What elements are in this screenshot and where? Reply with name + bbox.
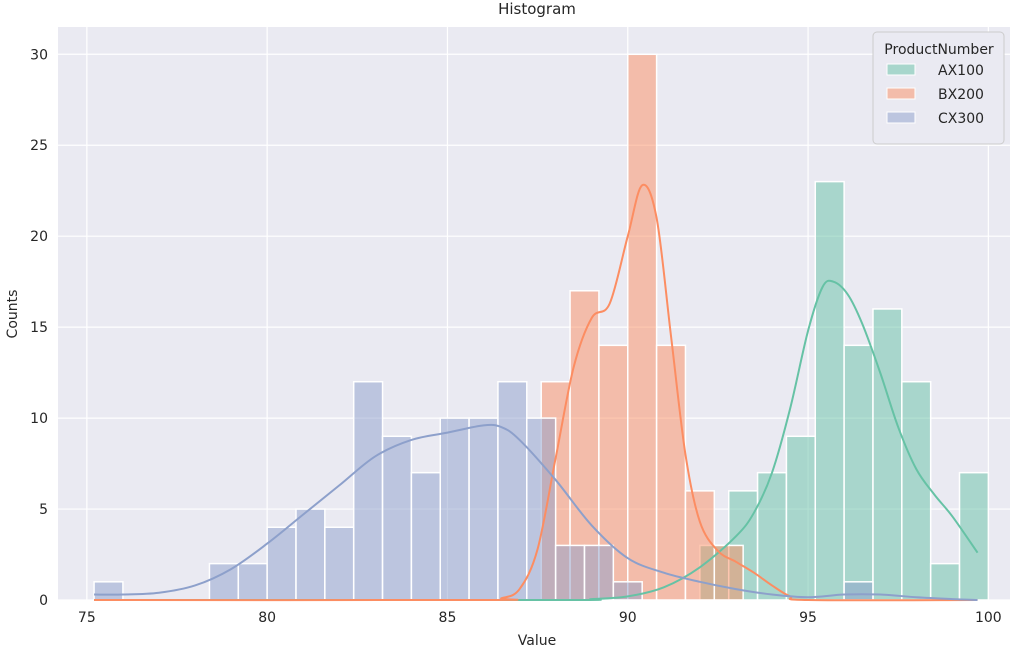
bar-cx300	[381, 435, 413, 601]
bar-ax100	[958, 471, 990, 601]
legend-label-bx200: BX200	[938, 87, 984, 103]
histogram-bars	[93, 53, 990, 601]
chart-title: Histogram	[498, 0, 576, 18]
kde-line-bx200	[94, 183, 978, 602]
y-axis-label: Counts	[5, 290, 21, 339]
kde-line-ax100	[94, 279, 979, 602]
bar-ax100	[756, 471, 788, 601]
bar-cx300	[324, 526, 355, 601]
legend-swatch-cx300	[886, 111, 916, 124]
x-tick-label: 95	[799, 610, 817, 626]
bar-ax100	[785, 435, 817, 601]
legend-swatch-ax100	[886, 63, 916, 76]
kde-curves	[94, 183, 979, 602]
bar-ax100	[872, 308, 903, 601]
bar-ax100	[901, 380, 932, 601]
y-tick-label: 20	[30, 229, 48, 245]
bar-cx300	[352, 380, 384, 601]
y-tick-label: 15	[30, 320, 48, 336]
bar-bx200	[655, 344, 687, 601]
kde-line-cx300	[94, 423, 978, 601]
y-tick-label: 25	[30, 138, 48, 154]
bar-cx300	[295, 508, 326, 601]
bar-ax100	[843, 344, 874, 601]
legend-title: ProductNumber	[884, 42, 994, 58]
bar-cx300	[208, 562, 240, 601]
legend: ProductNumber AX100 BX200 CX300	[872, 31, 1005, 145]
y-tick-label: 10	[30, 411, 48, 427]
bar-ax100	[814, 180, 845, 601]
bar-cx300	[526, 417, 557, 601]
y-tick-label: 0	[39, 593, 48, 609]
bar-cx300	[497, 380, 528, 601]
bar-cx300	[410, 471, 441, 601]
bar-cx300	[93, 581, 124, 601]
y-tick-label: 30	[30, 47, 48, 63]
axis-ticks: 75 80 85 90 95 100 0 5 10 15 20 25 30	[30, 47, 1002, 626]
x-axis-label: Value	[518, 633, 556, 649]
bar-cx300	[439, 417, 470, 601]
bar-ax100	[929, 562, 961, 601]
bar-bx200	[713, 544, 744, 601]
x-tick-label: 90	[619, 610, 637, 626]
bar-cx300	[266, 526, 297, 601]
bar-cx300	[468, 417, 499, 601]
x-tick-label: 80	[258, 610, 276, 626]
legend-label-ax100: AX100	[938, 63, 984, 79]
legend-swatch-bx200	[886, 87, 916, 100]
x-tick-label: 75	[78, 610, 96, 626]
bar-cx300	[843, 581, 874, 601]
bar-cx300	[237, 562, 268, 601]
y-tick-label: 5	[39, 502, 48, 518]
bar-cx300	[554, 544, 586, 601]
legend-label-cx300: CX300	[938, 111, 984, 127]
x-tick-label: 100	[975, 610, 1002, 626]
bar-bx200	[627, 53, 658, 601]
x-tick-label: 85	[439, 610, 457, 626]
bar-cx300	[583, 544, 615, 601]
